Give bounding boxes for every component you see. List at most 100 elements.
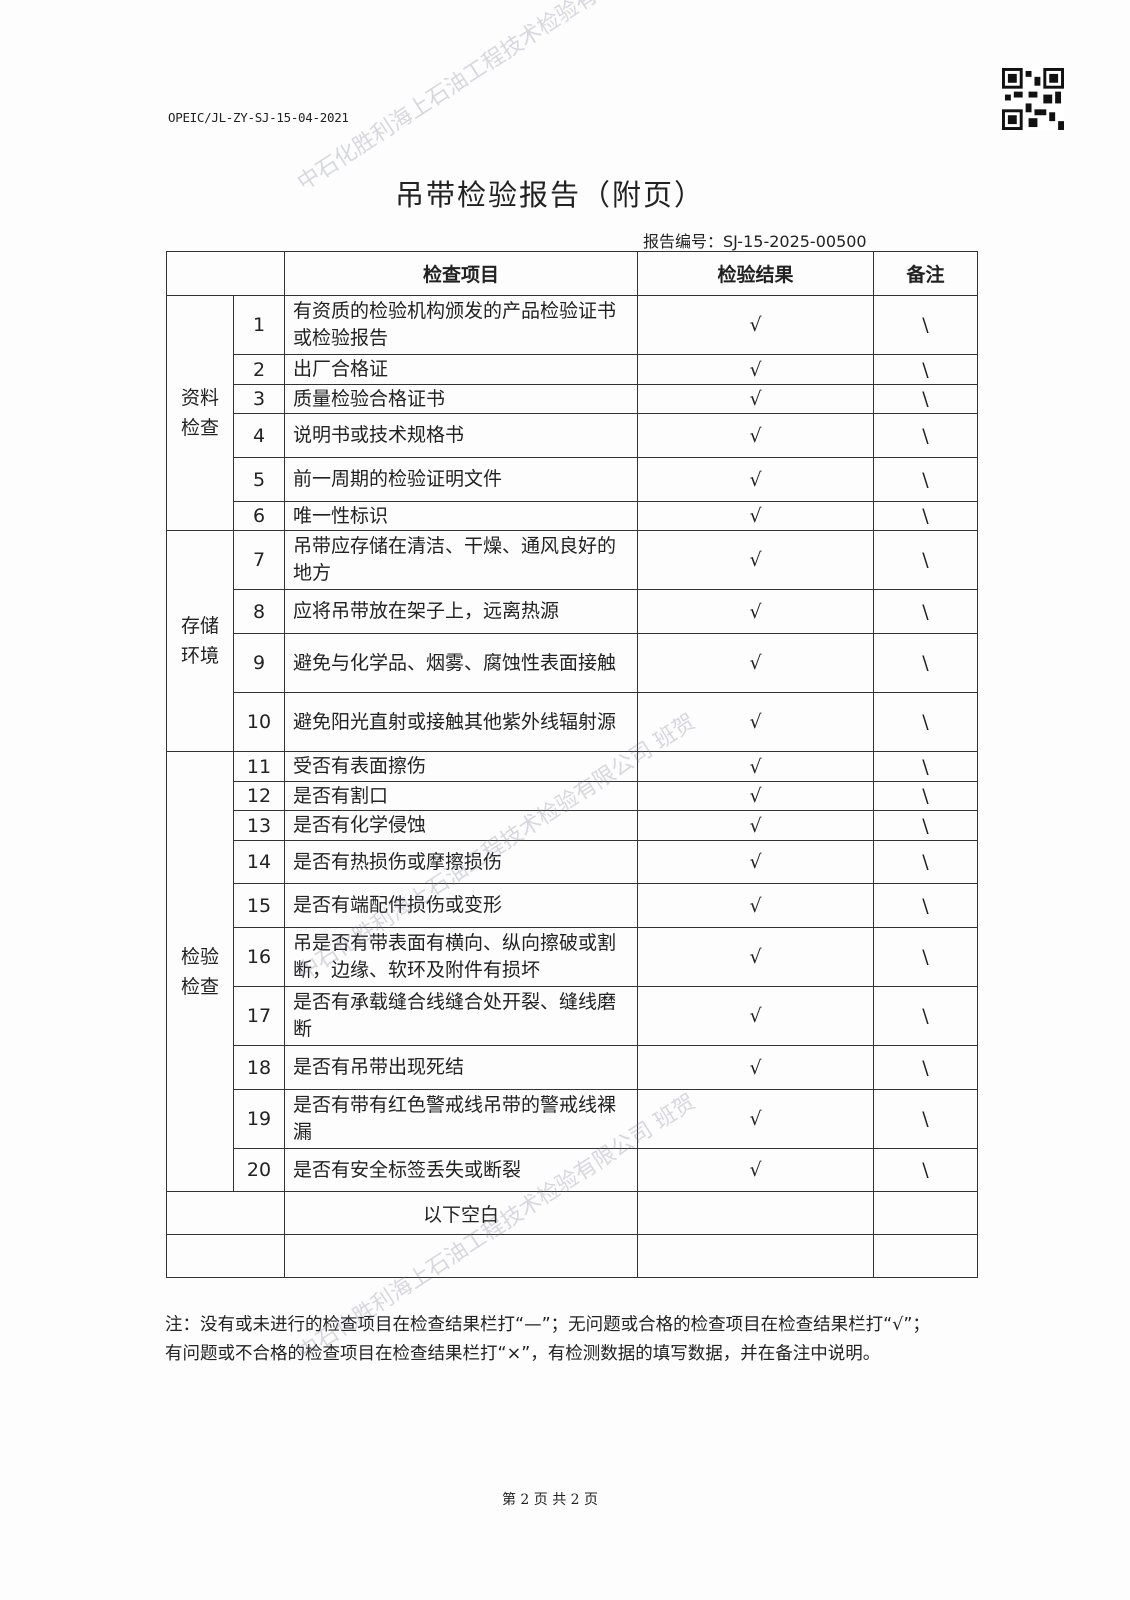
inspection-result: √ — [637, 530, 874, 590]
table-row: 12 是否有割口 √ \ — [167, 781, 978, 811]
row-number: 1 — [233, 295, 285, 355]
remark: \ — [873, 354, 978, 385]
inspection-item: 是否有端配件损伤或变形 — [284, 883, 638, 928]
row-number: 15 — [233, 883, 285, 928]
inspection-result: √ — [637, 751, 874, 782]
remark: \ — [873, 589, 978, 634]
row-number: 2 — [233, 354, 285, 385]
row-number: 6 — [233, 501, 285, 531]
blank-cell — [873, 1191, 978, 1235]
inspection-item: 是否有化学侵蚀 — [284, 810, 638, 841]
remark: \ — [873, 1045, 978, 1090]
table-row: 6 唯一性标识 √ \ — [167, 501, 978, 531]
row-number: 13 — [233, 810, 285, 841]
inspection-item: 避免与化学品、烟雾、腐蚀性表面接触 — [284, 633, 638, 693]
row-number: 3 — [233, 384, 285, 414]
inspection-result: √ — [637, 810, 874, 841]
table-row: 检验 检查 11 受否有表面擦伤 √ \ — [166, 751, 978, 1192]
remark: \ — [873, 530, 978, 590]
group-label: 存储 环境 — [166, 530, 234, 752]
row-number: 16 — [233, 927, 285, 987]
inspection-item: 吊带应存储在清洁、干燥、通风良好的地方 — [284, 530, 638, 590]
inspection-item: 应将吊带放在架子上，远离热源 — [284, 589, 638, 634]
row-number: 20 — [233, 1148, 285, 1192]
inspection-result: √ — [637, 633, 874, 693]
inspection-result: √ — [637, 1089, 874, 1149]
blank-row — [166, 1234, 978, 1278]
inspection-result: √ — [637, 927, 874, 987]
row-number: 17 — [233, 986, 285, 1046]
remark: \ — [873, 883, 978, 928]
inspection-result: √ — [637, 589, 874, 634]
blank-cell — [166, 1191, 285, 1235]
inspection-item: 前一周期的检验证明文件 — [284, 457, 638, 502]
page-title: 吊带检验报告（附页） — [394, 178, 705, 212]
report-number: 报告编号：SJ-15-2025-00500 — [643, 232, 867, 251]
table-row: 10 避免阳光直射或接触其他紫外线辐射源 √ \ — [167, 692, 978, 752]
remark: \ — [873, 413, 978, 458]
inspection-item: 出厂合格证 — [284, 354, 638, 385]
remark: \ — [873, 633, 978, 693]
remark: \ — [873, 1089, 978, 1149]
inspection-result: √ — [637, 781, 874, 811]
row-number: 10 — [233, 692, 285, 752]
inspection-result: √ — [637, 1045, 874, 1090]
table-row: 18 是否有吊带出现死结 √ \ — [167, 1045, 978, 1090]
table-row: 2 出厂合格证 √ \ — [167, 354, 978, 385]
row-number: 18 — [233, 1045, 285, 1090]
inspection-table: 检查项目 检验结果 备注 资料 检查 1 有资质的检验机构颁发的产品检验证书或检验报… — [166, 251, 978, 1278]
remark: \ — [873, 457, 978, 502]
header-blank — [166, 251, 285, 296]
inspection-item: 有资质的检验机构颁发的产品检验证书或检验报告 — [284, 295, 638, 355]
blank-cell — [166, 1234, 285, 1278]
table-row: 19 是否有带有红色警戒线吊带的警戒线裸漏 √ \ — [167, 1089, 978, 1149]
table-row: 16 吊是否有带表面有横向、纵向擦破或割断，边缘、软环及附件有损坏 √ \ — [167, 927, 978, 987]
inspection-result: √ — [637, 354, 874, 385]
table-row: 8 应将吊带放在架子上，远离热源 √ \ — [167, 589, 978, 634]
remark: \ — [873, 692, 978, 752]
row-number: 4 — [233, 413, 285, 458]
watermark: 中石化胜利海上石油工程技术检验有限公司 班贺 — [293, 0, 701, 196]
remark: \ — [873, 384, 978, 414]
table-row: 17 是否有承载缝合线缝合处开裂、缝线磨断 √ \ — [167, 986, 978, 1046]
remark: \ — [873, 810, 978, 841]
group-label: 资料 检查 — [166, 295, 234, 531]
remark: \ — [873, 751, 978, 782]
table-row: 5 前一周期的检验证明文件 √ \ — [167, 457, 978, 502]
table-row: 14 是否有热损伤或摩擦损伤 √ \ — [167, 840, 978, 884]
remark: \ — [873, 781, 978, 811]
inspection-item: 避免阳光直射或接触其他紫外线辐射源 — [284, 692, 638, 752]
remark: \ — [873, 840, 978, 884]
header-remark: 备注 — [873, 251, 978, 296]
remark: \ — [873, 927, 978, 987]
blank-row: 以下空白 — [166, 1191, 978, 1235]
table-row: 13 是否有化学侵蚀 √ \ — [167, 810, 978, 841]
row-number: 9 — [233, 633, 285, 693]
table-row: 资料 检查 1 有资质的检验机构颁发的产品检验证书或检验报告 √ \ — [166, 295, 978, 531]
inspection-item: 说明书或技术规格书 — [284, 413, 638, 458]
row-number: 5 — [233, 457, 285, 502]
row-number: 11 — [233, 751, 285, 782]
remark: \ — [873, 295, 978, 355]
row-number: 19 — [233, 1089, 285, 1149]
inspection-item: 是否有安全标签丢失或断裂 — [284, 1148, 638, 1192]
row-number: 12 — [233, 781, 285, 811]
inspection-result: √ — [637, 986, 874, 1046]
inspection-result: √ — [637, 840, 874, 884]
header-item: 检查项目 — [284, 251, 638, 296]
qr-code — [1002, 68, 1064, 130]
document-code: OPEIC/JL-ZY-SJ-15-04-2021 — [168, 110, 349, 125]
row-number: 14 — [233, 840, 285, 884]
note: 注：没有或未进行的检查项目在检查结果栏打“—”；无问题或合格的检查项目在检查结果… — [165, 1315, 930, 1364]
inspection-result: √ — [637, 883, 874, 928]
group-label: 检验 检查 — [166, 751, 234, 1192]
remark: \ — [873, 501, 978, 531]
table-row: 9 避免与化学品、烟雾、腐蚀性表面接触 √ \ — [167, 633, 978, 693]
inspection-item: 是否有吊带出现死结 — [284, 1045, 638, 1090]
row-number: 8 — [233, 589, 285, 634]
header-result: 检验结果 — [637, 251, 874, 296]
remark: \ — [873, 986, 978, 1046]
inspection-result: √ — [637, 457, 874, 502]
blank-cell — [637, 1191, 874, 1235]
table-row: 20 是否有安全标签丢失或断裂 √ \ — [167, 1148, 978, 1192]
